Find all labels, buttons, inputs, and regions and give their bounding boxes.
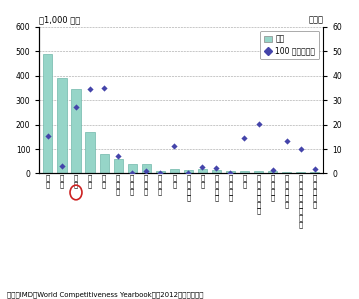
Point [242,136,247,141]
Point [284,139,289,144]
Bar [310,172,319,173]
Bar [212,170,221,173]
Point [115,153,121,158]
Point [200,164,205,169]
Bar [142,164,151,173]
Point [59,164,65,169]
Point [312,166,318,171]
Bar [240,171,249,173]
Bar [198,169,207,173]
Bar [226,171,235,173]
Point [45,133,51,138]
Bar [184,170,193,173]
Bar [57,78,66,173]
Bar [170,169,179,173]
Text: （1,000 件）: （1,000 件） [39,15,81,24]
Bar [127,164,137,173]
Bar [156,171,165,173]
Bar [282,172,291,173]
Bar [85,132,95,173]
Point [157,171,163,176]
Point [256,121,261,126]
Point [214,166,219,170]
Bar [99,154,109,173]
Bar [43,54,52,173]
Point [186,171,191,176]
Bar [254,171,263,173]
Point [171,144,177,149]
Bar [113,159,123,173]
Point [129,170,135,175]
Bar [71,89,80,173]
Point [270,167,275,172]
Text: 資料：IMD「World Competitiveness Yearbook」（2012）から作成。: 資料：IMD「World Competitiveness Yearbook」（2… [7,291,204,298]
Point [101,86,107,91]
Point [228,171,233,176]
Point [73,105,79,110]
Legend: 総数, 100 万人当たり: 総数, 100 万人当たり [260,31,319,60]
Point [143,168,149,173]
Text: （件）: （件） [308,15,323,24]
Bar [268,171,277,173]
Point [87,86,93,91]
Point [298,147,303,151]
